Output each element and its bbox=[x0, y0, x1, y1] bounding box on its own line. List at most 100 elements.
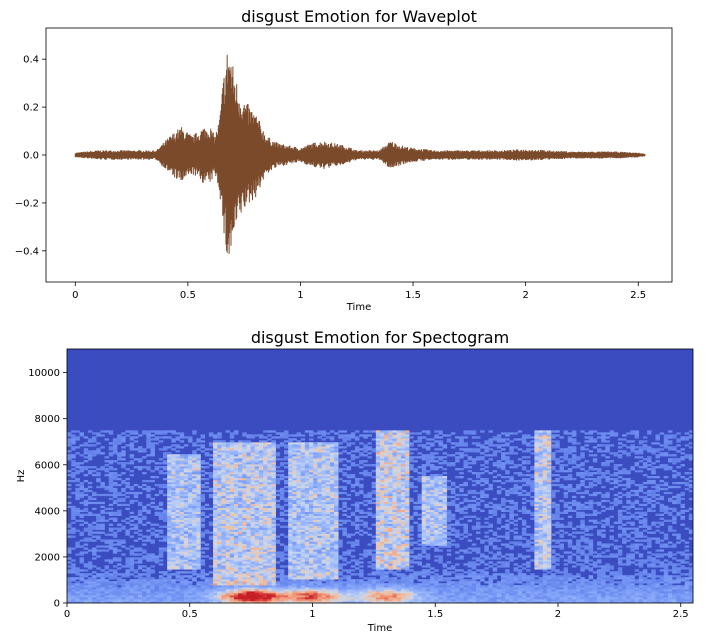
spectrogram-cell bbox=[384, 450, 389, 453]
spectrogram-cell bbox=[367, 595, 372, 598]
spectrogram-cell bbox=[250, 591, 256, 594]
spectrogram-cell bbox=[296, 583, 301, 586]
spectrogram-cell bbox=[313, 585, 318, 588]
spectrogram-cell bbox=[313, 462, 318, 465]
spectrogram-cell bbox=[313, 519, 318, 522]
spectrogram-cell bbox=[200, 533, 206, 536]
spectrogram-cell bbox=[171, 489, 176, 493]
spectrogram-cell bbox=[167, 583, 172, 586]
spectrogram-cell bbox=[388, 468, 393, 471]
spectrogram-cell bbox=[267, 577, 272, 580]
spectrogram-cell bbox=[192, 474, 197, 477]
spectrogram-cell bbox=[263, 440, 268, 443]
spectrogram-cell bbox=[346, 569, 352, 572]
spectrogram-cell bbox=[258, 513, 264, 516]
spectrogram-cell bbox=[204, 452, 210, 455]
spectrogram-cell bbox=[171, 509, 176, 513]
spectrogram-cell bbox=[242, 579, 247, 582]
spectrogram-cell bbox=[162, 446, 168, 449]
spectrogram-cell bbox=[346, 460, 352, 463]
spectrogram-cell bbox=[392, 525, 397, 528]
spectrogram-cell bbox=[158, 579, 164, 582]
spectrogram-cell bbox=[317, 533, 322, 536]
spectrogram-cell bbox=[175, 591, 180, 594]
spectrogram-cell bbox=[188, 601, 193, 604]
spectrogram-cell bbox=[258, 549, 264, 552]
spectrogram-cell bbox=[179, 571, 185, 574]
spectrogram-cell bbox=[162, 549, 168, 552]
spectrogram-cell bbox=[108, 543, 114, 546]
spectrogram-cell bbox=[250, 525, 256, 528]
spectrogram-cell bbox=[217, 561, 222, 564]
spectrogram-cell bbox=[183, 525, 189, 528]
spectrogram-cell bbox=[334, 503, 339, 507]
spectrogram-cell bbox=[246, 567, 251, 570]
spectrogram-cell bbox=[108, 601, 114, 604]
spectrogram-cell bbox=[79, 487, 84, 491]
spectrogram-cell bbox=[175, 595, 180, 598]
spectrogram-cell bbox=[175, 450, 180, 453]
spectrogram-cell bbox=[217, 479, 222, 483]
spectrogram-cell bbox=[133, 549, 139, 552]
spectrogram-cell bbox=[375, 491, 381, 495]
spectrogram-cell bbox=[117, 483, 122, 487]
spectrogram-cell bbox=[254, 460, 260, 463]
spectrogram-cell bbox=[313, 515, 318, 518]
spectrogram-cell bbox=[334, 575, 339, 578]
spectrogram-cell bbox=[162, 519, 168, 522]
spectrogram-cell bbox=[79, 434, 84, 437]
spectrogram-cell bbox=[167, 481, 172, 485]
spectrogram-cell bbox=[300, 497, 306, 501]
spectrogram-cell bbox=[75, 452, 80, 455]
spectrogram-cell bbox=[267, 476, 272, 479]
spectrogram-cell bbox=[179, 593, 185, 596]
spectrogram-cell bbox=[375, 434, 381, 437]
spectrogram-cell bbox=[188, 529, 193, 532]
spectrogram-cell bbox=[129, 573, 135, 576]
spectrogram-cell bbox=[213, 589, 218, 592]
spectrogram-cell bbox=[313, 493, 318, 497]
spectrogram-cell bbox=[92, 444, 97, 447]
spectrogram-cell bbox=[263, 551, 268, 554]
spectrogram-cell bbox=[388, 541, 393, 544]
spectrogram-cell bbox=[217, 559, 222, 562]
spectrogram-cell bbox=[313, 485, 318, 489]
spectrogram-cell bbox=[254, 505, 260, 509]
spectrogram-cell bbox=[279, 458, 285, 461]
spectrogram-cell bbox=[371, 579, 377, 582]
spectrogram-cell bbox=[284, 525, 289, 528]
spectrogram-cell bbox=[288, 483, 293, 487]
spectrogram-cell bbox=[96, 448, 101, 451]
spectrogram-cell bbox=[183, 513, 189, 516]
spectrogram-cell bbox=[108, 517, 114, 520]
spectrogram-cell bbox=[104, 599, 110, 602]
spectrogram-cell bbox=[304, 464, 310, 467]
spectrogram-cell bbox=[192, 549, 197, 552]
spectrogram-cell bbox=[329, 513, 335, 516]
spectrogram-cell bbox=[238, 555, 243, 558]
spectrogram-cell bbox=[67, 474, 72, 477]
spectrogram-cell bbox=[221, 585, 226, 588]
spectrogram-cell bbox=[233, 474, 239, 477]
spectrogram-cell bbox=[188, 458, 193, 461]
spectrogram-cell bbox=[334, 491, 339, 495]
spectrogram-cell bbox=[334, 472, 339, 475]
spectrogram-cell bbox=[263, 527, 268, 530]
spectrogram-cell bbox=[238, 529, 243, 532]
spectrogram-cell bbox=[267, 452, 272, 455]
spectrogram-cell bbox=[263, 495, 268, 499]
spectrogram-cell bbox=[300, 541, 306, 544]
spectrogram-cell bbox=[309, 539, 314, 542]
spectrogram-cell bbox=[221, 587, 226, 590]
spectrogram-cell bbox=[271, 444, 276, 447]
spectrogram-cell bbox=[137, 591, 143, 594]
spectrogram-cell bbox=[267, 585, 272, 588]
spectrogram-cell bbox=[146, 485, 151, 489]
spectrogram-cell bbox=[292, 547, 297, 550]
spectrogram-cell bbox=[217, 565, 222, 568]
spectrogram-cell bbox=[288, 563, 293, 566]
spectrogram-cell bbox=[380, 464, 385, 467]
spectrogram-cell bbox=[338, 442, 343, 445]
spectrogram-cell bbox=[271, 599, 276, 602]
spectrogram-cell bbox=[171, 430, 176, 433]
